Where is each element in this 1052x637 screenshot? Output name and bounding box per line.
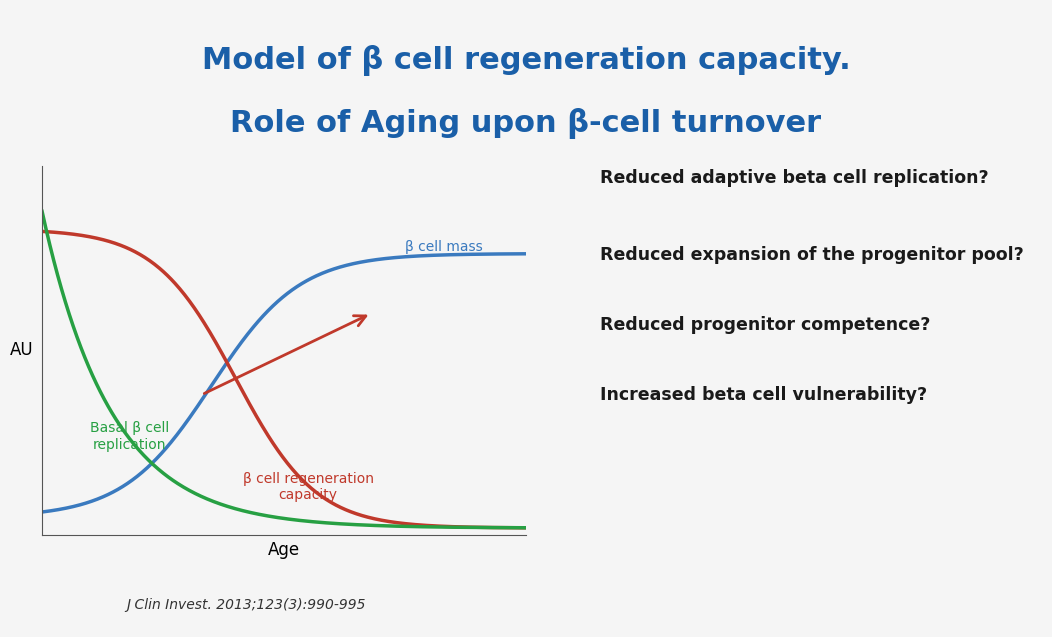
Text: Role of Aging upon β-cell turnover: Role of Aging upon β-cell turnover bbox=[230, 108, 822, 140]
Text: J Clin Invest. 2013;123(3):990-995: J Clin Invest. 2013;123(3):990-995 bbox=[126, 598, 366, 612]
Text: Increased beta cell vulnerability?: Increased beta cell vulnerability? bbox=[600, 386, 927, 404]
Text: Reduced adaptive beta cell replication?: Reduced adaptive beta cell replication? bbox=[600, 169, 988, 187]
X-axis label: Age: Age bbox=[268, 541, 300, 559]
Text: Reduced expansion of the progenitor pool?: Reduced expansion of the progenitor pool… bbox=[600, 246, 1024, 264]
Text: β cell mass: β cell mass bbox=[405, 240, 483, 254]
Text: Model of β cell regeneration capacity.: Model of β cell regeneration capacity. bbox=[202, 45, 850, 76]
Text: Basal β cell
replication: Basal β cell replication bbox=[89, 422, 168, 452]
Text: β cell regeneration
capacity: β cell regeneration capacity bbox=[243, 472, 373, 502]
Text: Reduced progenitor competence?: Reduced progenitor competence? bbox=[600, 316, 930, 334]
Y-axis label: AU: AU bbox=[9, 341, 33, 359]
